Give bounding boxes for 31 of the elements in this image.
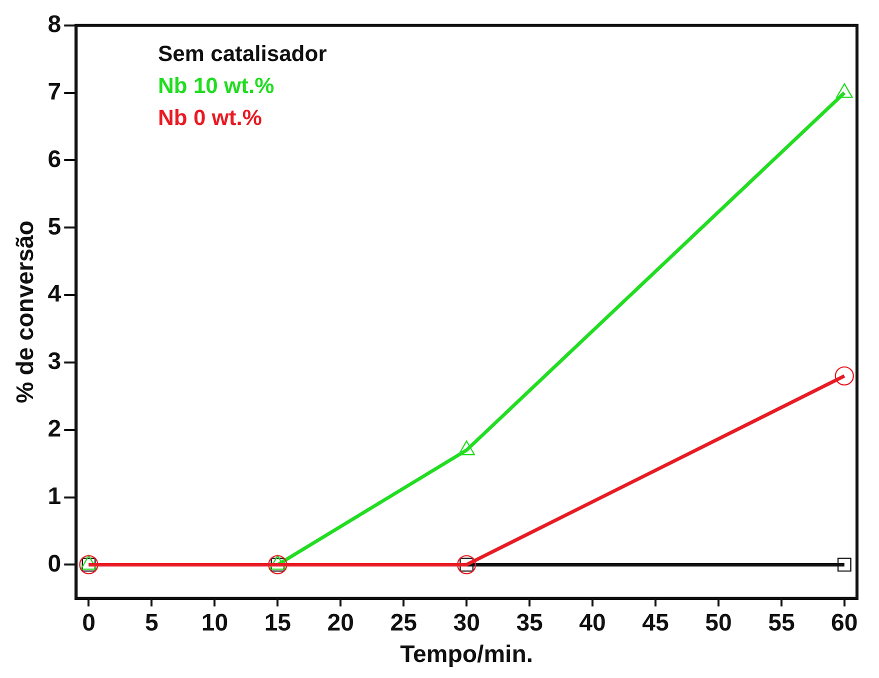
x-tick-label: 20: [327, 609, 354, 636]
x-tick-label: 15: [264, 609, 292, 636]
text: Nb 0 wt.%: [158, 104, 263, 132]
y-tick-label: 7: [48, 78, 62, 106]
y-tick-label: 6: [48, 146, 62, 173]
text: Sem catalisador: [158, 40, 327, 68]
x-tick-label: 40: [579, 609, 606, 636]
y-tick-label: 0: [48, 550, 62, 578]
y-tick-label: 3: [48, 348, 62, 376]
y-tick-label: 2: [48, 415, 62, 442]
y-axis-title: % de conversão: [12, 220, 40, 404]
x-tick-label: 60: [831, 609, 858, 636]
point: [837, 558, 852, 572]
y-tick-label: 5: [48, 213, 62, 240]
y-tick-label: 8: [48, 11, 62, 38]
x-axis-title: Tempo/min.: [400, 641, 534, 668]
x-tick-label: 0: [82, 609, 96, 636]
x-tick-label: 35: [516, 609, 543, 636]
point: [834, 366, 854, 386]
text: Nb 10 wt.%: [158, 72, 276, 100]
x-tick-label: 10: [201, 609, 228, 636]
y-tick-label: 4: [48, 280, 62, 308]
x-tick-label: 55: [768, 609, 795, 636]
x-tick-label: 30: [453, 609, 480, 636]
x-tick-label: 5: [145, 609, 158, 636]
point: [836, 83, 853, 98]
y-tick-label: 1: [48, 482, 62, 510]
x-tick-label: 25: [390, 609, 417, 636]
point: [456, 555, 476, 574]
x-tick-label: 45: [642, 609, 669, 636]
x-tick-label: 50: [705, 609, 732, 636]
